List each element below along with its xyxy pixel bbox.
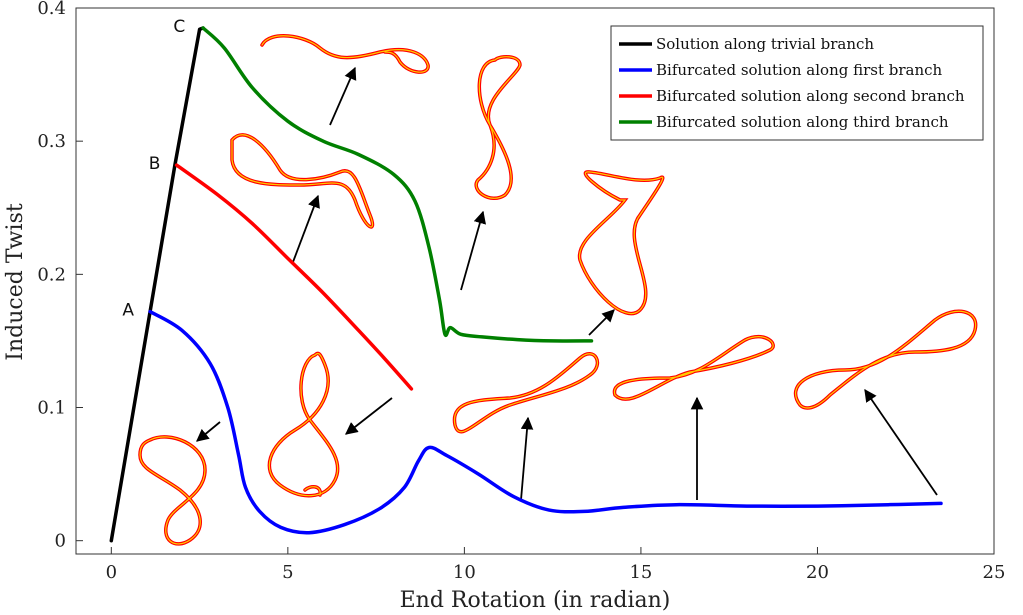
series-first-branch xyxy=(148,309,943,535)
legend-label: Bifurcated solution along third branch xyxy=(656,113,949,131)
x-tick-label: 15 xyxy=(629,562,652,583)
arrow-3 xyxy=(460,210,486,291)
arrow-5 xyxy=(196,421,221,442)
x-tick-label: 5 xyxy=(282,562,293,583)
arrow-4 xyxy=(588,309,615,336)
shape-first-branch-b xyxy=(267,351,340,498)
legend-label: Bifurcated solution along first branch xyxy=(656,61,943,79)
x-tick-label: 25 xyxy=(983,562,1006,583)
x-tick-label: 0 xyxy=(106,562,117,583)
series-second-branch xyxy=(174,163,414,391)
x-tick-label: 10 xyxy=(453,562,476,583)
arrow-1 xyxy=(329,66,357,126)
y-tick-label: 0.1 xyxy=(37,398,66,419)
arrow-6 xyxy=(345,397,393,435)
legend: Solution along trivial branch Bifurcated … xyxy=(610,25,984,141)
y-axis-title: Induced Twist xyxy=(3,203,28,361)
axis-ticks: 0 5 10 15 20 25 0 0.1 0.2 0.3 0.4 xyxy=(37,0,1005,583)
y-tick-label: 0.2 xyxy=(37,264,66,285)
y-tick-label: 0 xyxy=(55,531,66,552)
point-labels: A B C xyxy=(122,17,185,321)
x-tick-label: 20 xyxy=(806,562,829,583)
shape-third-branch-b xyxy=(474,54,522,201)
shape-third-branch-a xyxy=(260,34,430,74)
shape-illustrations xyxy=(138,34,978,546)
legend-label: Solution along trivial branch xyxy=(656,35,874,53)
arrow-9 xyxy=(864,388,938,496)
shape-first-branch-d xyxy=(612,334,775,401)
point-label-c: C xyxy=(173,17,185,37)
series-lines xyxy=(109,26,943,543)
x-axis-title: End Rotation (in radian) xyxy=(400,588,671,613)
shape-third-branch-c xyxy=(577,170,665,316)
shape-first-branch-c xyxy=(452,352,600,434)
shape-second-branch-a xyxy=(230,133,375,229)
shape-first-branch-e xyxy=(793,309,978,410)
point-label-a: A xyxy=(122,301,134,321)
arrow-7 xyxy=(520,416,534,501)
series-third-branch xyxy=(201,26,594,343)
legend-box xyxy=(610,25,984,141)
arrow-2 xyxy=(292,194,320,263)
point-label-b: B xyxy=(149,154,161,174)
shape-first-branch-a xyxy=(138,435,207,546)
legend-label: Bifurcated solution along second branch xyxy=(656,87,965,105)
y-tick-label: 0.3 xyxy=(37,131,66,152)
y-tick-label: 0.4 xyxy=(37,0,66,19)
pointer-arrows xyxy=(196,66,938,501)
